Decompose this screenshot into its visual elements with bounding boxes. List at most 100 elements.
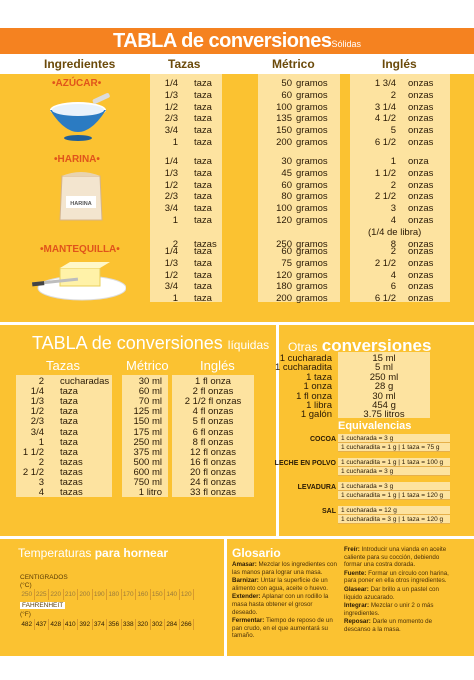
liquid-cell-tazas-unit: taza <box>60 446 78 458</box>
liquid-cell-tazas-amount: 3 <box>38 477 44 488</box>
otras-cell-unit: 1 taza <box>306 371 332 383</box>
solid-cell-metric-unit: gramos <box>296 156 328 167</box>
liquid-cell-metric: 1 litro <box>138 487 162 499</box>
top-white-strip <box>0 0 474 28</box>
solid-cell-metric-unit: gramos <box>296 113 328 125</box>
fahrenheit-value: 320 <box>136 619 151 630</box>
otras-cell-value: 5 ml <box>375 362 393 374</box>
solid-cell-tazas-unit: taza <box>194 89 212 101</box>
solid-cell-metric-amount: 180 <box>276 281 292 293</box>
solid-cell-metric-amount: 30 <box>281 156 292 167</box>
liquid-cell-metric: 600 ml <box>133 466 162 478</box>
solid-cell-tazas-unit: tazas <box>194 238 217 250</box>
solid-cell-english-amount: 3 1/4 <box>374 101 396 113</box>
solid-cell-english-amount: 3 <box>390 203 396 215</box>
solid-cell-tazas-amount: 1/4 <box>164 246 178 257</box>
solid-cell-metric-amount: 200 <box>276 293 292 305</box>
solid-cell-tazas-amount: 3/4 <box>164 125 178 137</box>
glosario-entry: Barnizar: Untar la superficie de un alim… <box>232 577 338 592</box>
solid-cell-tazas-amount: 1/4 <box>164 78 178 89</box>
fahrenheit-value: 428 <box>49 619 64 630</box>
header-metrico: Métrico <box>272 57 315 71</box>
solid-cell-tazas-unit: taza <box>194 191 212 203</box>
liquid-cell-tazas-amount: 1 <box>38 436 44 448</box>
solid-cell-english-amount: 6 1/2 <box>374 137 396 148</box>
solid-cell-tazas-amount: 1/2 <box>164 269 178 281</box>
liquid-cell-metric: 175 ml <box>133 426 162 438</box>
otras-cell-unit: 1 galón <box>300 409 332 421</box>
glosario-right-column: Freír: Introducir una vianda en aceite c… <box>344 546 454 635</box>
ingredient-label-mantequilla: •MANTEQUILLA• <box>40 244 120 255</box>
solid-cell-english-amount: 5 <box>390 125 396 137</box>
otras-title-b: conversiones <box>321 336 432 355</box>
solid-cell-english-amount: 4 1/2 <box>374 113 396 125</box>
equivalencias-title: Equivalencias <box>338 420 412 432</box>
solid-cell-english-note: (1/4 de libra) <box>368 226 422 238</box>
solid-cell-metric-amount: 60 <box>281 89 292 101</box>
solid-cell-tazas-amount: 1 <box>172 137 178 148</box>
solid-cell-metric-unit: gramos <box>296 137 328 148</box>
solid-cell-tazas-amount: 1/3 <box>164 167 178 179</box>
solid-cell-tazas-unit: taza <box>194 167 212 179</box>
liquid-cell-metric: 375 ml <box>133 446 162 458</box>
solid-cell-metric-unit: gramos <box>296 281 328 293</box>
solid-cell-english-unit: onzas <box>408 281 434 293</box>
solid-cell-metric-amount: 135 <box>276 113 292 125</box>
metrico-column-bg <box>258 74 340 302</box>
glosario-title: Glosario <box>232 546 281 560</box>
solid-cell-tazas-unit: taza <box>194 293 212 305</box>
liquid-cell-tazas-unit: taza <box>60 386 78 398</box>
liquid-cell-tazas-amount: 1/4 <box>30 386 44 398</box>
bowl-sugar-icon <box>50 93 110 141</box>
solid-cell-tazas-unit: taza <box>194 137 212 148</box>
solid-cell-tazas-amount: 1 <box>172 293 178 305</box>
solid-cell-metric-unit: gramos <box>296 191 328 203</box>
temperaturas-title-b: para hornear <box>94 546 169 560</box>
equivalencia-label: SAL <box>322 508 336 515</box>
solid-cell-metric-unit: gramos <box>296 78 328 89</box>
solid-cell-tazas-amount: 2/3 <box>164 113 178 125</box>
liquid-cell-tazas-unit: taza <box>60 426 78 438</box>
solid-cell-english-unit: onza <box>408 156 429 167</box>
liquid-cell-tazas-unit: taza <box>60 416 78 428</box>
solid-cell-english-amount: 2 <box>390 179 396 191</box>
otras-cell-value: 15 ml <box>372 353 396 364</box>
celsius-value: 220 <box>49 589 64 600</box>
solid-cell-tazas-unit: taza <box>194 203 212 215</box>
fahrenheit-value: 302 <box>151 619 165 630</box>
solid-cell-tazas-unit: taza <box>194 215 212 226</box>
solid-cell-english-amount: 2 <box>390 89 396 101</box>
celsius-value: 225 <box>35 589 49 600</box>
liquid-cell-tazas-amount: 2 <box>38 456 44 468</box>
fahrenheit-value: 437 <box>35 619 49 630</box>
celsius-row: 250 225 220 210 200 190 180 170 160 150 140 120 <box>20 589 194 600</box>
celsius-value: 200 <box>78 589 93 600</box>
liquid-cell-tazas-amount: 3/4 <box>30 426 44 438</box>
solid-cell-tazas-unit: taza <box>194 101 212 113</box>
solid-cell-english-unit: onzas <box>408 215 434 226</box>
glosario-definition: Aplanar con un rodillo la masa hasta obt… <box>232 593 329 616</box>
tazas-column-bg <box>150 74 222 302</box>
solid-cell-tazas-unit: taza <box>194 156 212 167</box>
liquid-title: TABLA de conversiones <box>32 333 223 353</box>
solid-cell-tazas-unit: taza <box>194 113 212 125</box>
liquid-cell-tazas-unit: taza <box>60 436 78 448</box>
glosario-entry: Reposar: Darle un momento de descanso a … <box>344 618 454 633</box>
solid-cell-english-unit: onzas <box>408 101 434 113</box>
liquid-cell-tazas-unit: tazas <box>60 477 83 488</box>
otras-cell-value: 454 g <box>372 400 396 411</box>
solid-cell-tazas-unit: taza <box>194 179 212 191</box>
otras-cell-value: 250 ml <box>369 371 399 383</box>
liquid-section-title: TABLA de conversiones líquidas <box>32 333 269 354</box>
liquid-cell-tazas-unit: taza <box>60 396 78 408</box>
solid-cell-tazas-unit: taza <box>194 78 212 89</box>
solid-cell-english-amount: 1 3/4 <box>374 78 396 89</box>
liquid-header-metrico: Métrico <box>126 358 169 373</box>
solid-cell-metric-unit: gramos <box>296 257 328 269</box>
solid-cell-metric-amount: 75 <box>281 257 292 269</box>
solid-cell-english-unit: onzas <box>408 246 434 257</box>
otras-title: Otras conversiones <box>288 336 431 356</box>
